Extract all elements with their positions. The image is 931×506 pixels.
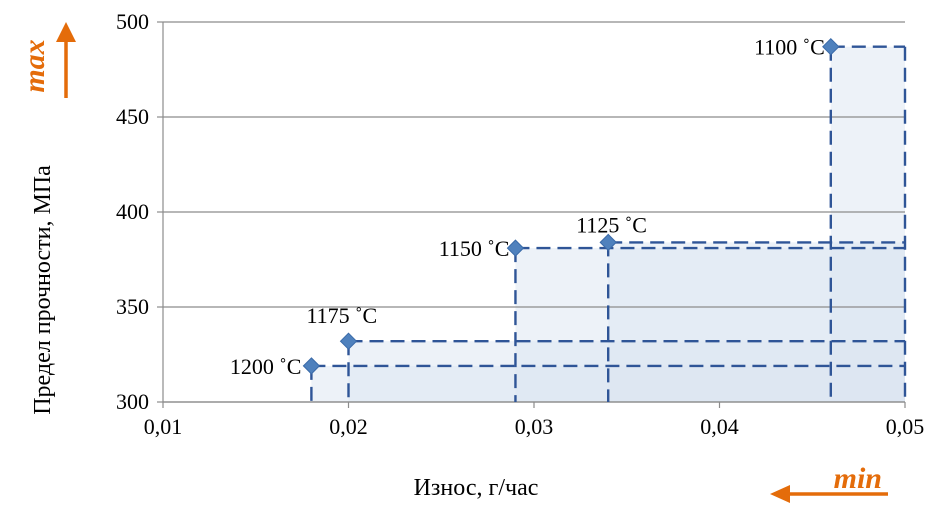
guide-lines <box>310 45 907 402</box>
max-arrow: max <box>18 22 76 98</box>
point-label-1: 1175 ˚C <box>307 303 378 328</box>
min-arrow: min <box>770 462 888 503</box>
point-label-2: 1150 ˚C <box>439 236 510 261</box>
min-arrow-head <box>770 485 790 503</box>
max-arrow-head <box>56 22 76 42</box>
max-arrow-label: max <box>18 39 51 92</box>
data-point-2 <box>506 239 525 257</box>
data-point-1 <box>339 332 358 350</box>
data-point-0 <box>302 357 321 375</box>
region-fill-4 <box>830 46 905 402</box>
region-fills <box>311 46 905 402</box>
y-tick-label-2: 400 <box>116 199 149 224</box>
point-label-4: 1100 ˚C <box>754 35 825 60</box>
point-label-3: 1125 ˚C <box>576 212 647 237</box>
y-tick-label-4: 500 <box>116 9 149 34</box>
point-label-0: 1200 ˚C <box>230 354 302 379</box>
data-points <box>302 37 840 375</box>
x-tick-label-2: 0,03 <box>515 414 554 439</box>
tick-labels: 300 350 400 450 500 0,01 0,02 0,03 0,04 0,05 <box>116 9 924 439</box>
x-tick-label-1: 0,02 <box>329 414 368 439</box>
axes <box>157 21 906 408</box>
y-tick-label-0: 300 <box>116 389 149 414</box>
y-tick-label-3: 450 <box>116 104 149 129</box>
y-tick-label-1: 350 <box>116 294 149 319</box>
y-axis-title: Предел прочности, МПа <box>30 165 56 415</box>
x-tick-label-3: 0,04 <box>700 414 739 439</box>
point-labels: 1200 ˚C 1175 ˚C 1150 ˚C 1125 ˚C 1100 ˚C <box>230 35 825 379</box>
data-point-3 <box>599 233 617 252</box>
x-tick-label-4: 0,05 <box>886 414 925 439</box>
min-arrow-label: min <box>834 462 882 495</box>
data-point-4 <box>822 37 840 56</box>
x-axis-title: Износ, г/час <box>414 475 539 501</box>
x-tick-label-0: 0,01 <box>144 414 183 439</box>
